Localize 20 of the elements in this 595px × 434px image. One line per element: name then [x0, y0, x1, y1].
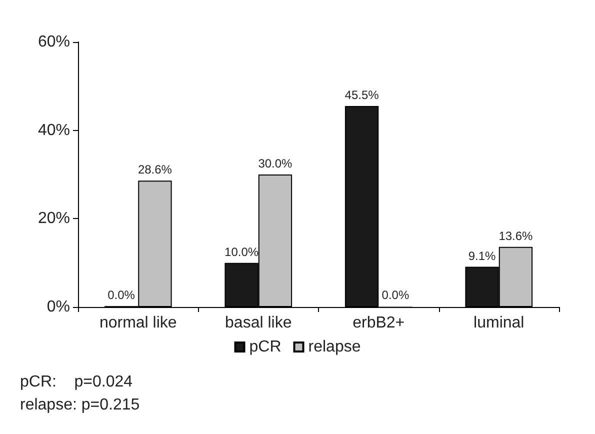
data-label: 45.5% — [344, 88, 380, 102]
y-tick-label: 20% — [38, 210, 70, 228]
x-tick-label: luminal — [474, 314, 524, 332]
data-label: 0.0% — [108, 288, 136, 302]
data-label: 13.6% — [498, 228, 534, 243]
legend-label: relapse — [308, 338, 361, 356]
x-tick-label: normal like — [99, 314, 177, 332]
y-tick-label: 0% — [46, 298, 70, 316]
data-label: 9.1% — [468, 248, 496, 263]
data-label: 0.0% — [382, 288, 410, 302]
x-tick-label: basal like — [225, 314, 292, 332]
data-label: 28.6% — [138, 162, 172, 177]
text: pCR: p=0.024 — [20, 374, 133, 390]
data-label: 30.0% — [258, 156, 293, 170]
legend-label: pCR — [249, 338, 282, 356]
text: relapse: p=0.215 — [20, 396, 140, 414]
data-label: 10.0% — [224, 244, 259, 259]
x-tick-label: erbB2+ — [352, 314, 405, 332]
y-tick-label: 60% — [38, 34, 70, 50]
y-tick-label: 40% — [38, 122, 70, 139]
